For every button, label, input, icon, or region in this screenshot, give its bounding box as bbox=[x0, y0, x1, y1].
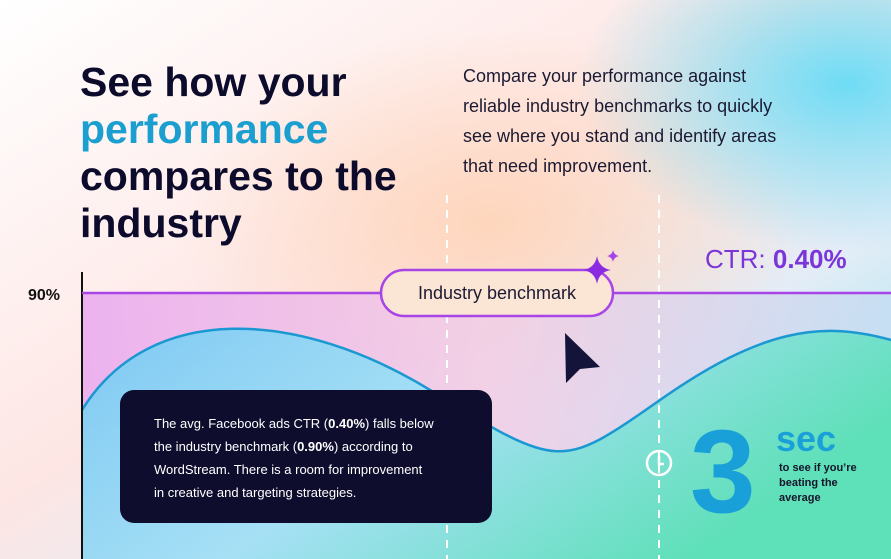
description-line: reliable industry benchmarks to quickly bbox=[463, 96, 772, 116]
card-line: WordStream. There is a room for improvem… bbox=[154, 462, 423, 477]
card-line: the industry benchmark (0.90%) according… bbox=[154, 439, 413, 454]
timer-caption: average bbox=[779, 492, 821, 504]
sparkle bbox=[607, 250, 619, 262]
heading-line: performance bbox=[80, 106, 328, 152]
card-text: the industry benchmark ( bbox=[154, 439, 298, 454]
timer-unit: sec bbox=[776, 418, 836, 459]
heading-line: compares to the bbox=[80, 153, 397, 199]
description-line: see where you stand and identify areas bbox=[463, 126, 776, 146]
badge bbox=[379, 268, 615, 318]
timer-caption: to see if you’re bbox=[779, 462, 857, 474]
heading-line: See how your bbox=[80, 59, 347, 105]
wave-line bbox=[80, 327, 891, 453]
axis-label: 90% bbox=[28, 287, 60, 304]
cursor bbox=[565, 333, 600, 383]
timer-caption: beating the bbox=[779, 477, 838, 489]
ctr-label: CTR: bbox=[705, 244, 773, 274]
ctr: CTR: 0.40% bbox=[705, 244, 847, 274]
card-line: in creative and targeting strategies. bbox=[154, 485, 356, 500]
description: Compare your performance against reliabl… bbox=[463, 66, 776, 176]
card-text: 0.40% bbox=[328, 416, 365, 431]
card-line: The avg. Facebook ads CTR (0.40%) falls … bbox=[154, 416, 434, 431]
description-line: that need improvement. bbox=[463, 156, 652, 176]
sparkle bbox=[583, 256, 611, 284]
clock-icon bbox=[645, 449, 673, 477]
card-text: ) according to bbox=[334, 439, 413, 454]
timer-number: 3 bbox=[690, 406, 756, 538]
card-text: ) falls below bbox=[365, 416, 434, 431]
ctr-value: 0.40% bbox=[773, 244, 847, 274]
info-card bbox=[120, 390, 492, 523]
heading-line: industry bbox=[80, 200, 242, 246]
description-line: Compare your performance against bbox=[463, 66, 746, 86]
badge-text: Industry benchmark bbox=[418, 283, 577, 303]
heading: See how your performance compares to the… bbox=[80, 59, 397, 246]
card-text: 0.90% bbox=[297, 439, 334, 454]
card-text: The avg. Facebook ads CTR ( bbox=[154, 416, 329, 431]
